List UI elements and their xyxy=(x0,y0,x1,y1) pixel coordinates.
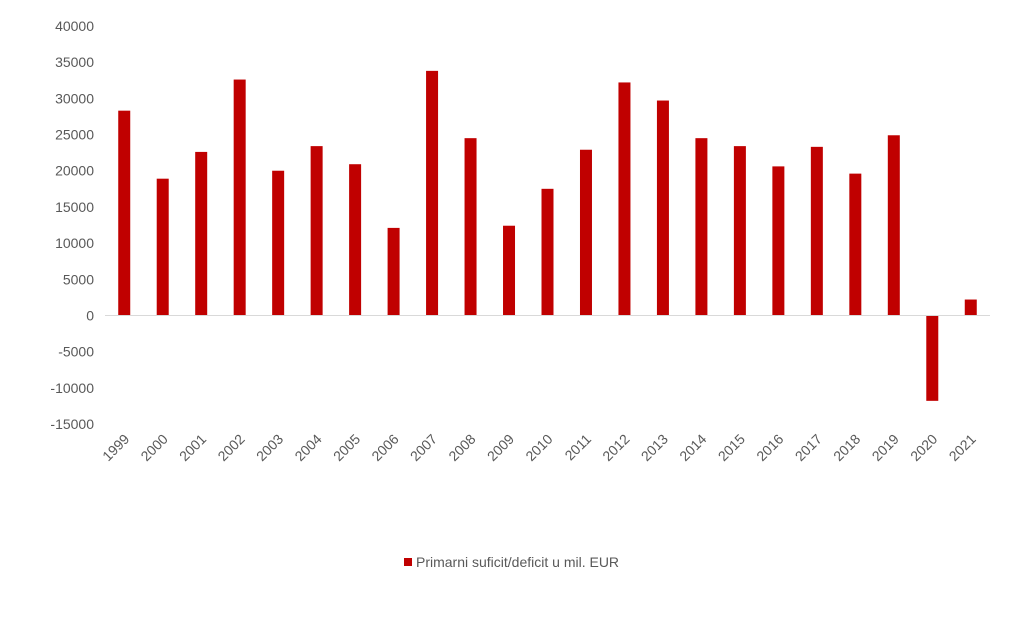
bar-2015 xyxy=(733,146,746,316)
bar-2006 xyxy=(387,227,400,316)
y-axis-ticks: 40000 35000 30000 25000 20000 15000 10000 5000 0… xyxy=(50,18,94,432)
bar-2001 xyxy=(195,151,208,316)
x-tick-label: 2016 xyxy=(753,431,786,464)
x-axis-ticks: 1999 2000 2001 2002 2003 2004 2005 2006 2007 2008… xyxy=(99,431,979,464)
x-tick-label: 2006 xyxy=(368,431,401,464)
x-tick-label: 2009 xyxy=(484,431,517,464)
y-tick-label: 20000 xyxy=(55,163,94,179)
x-tick-label: 2018 xyxy=(830,431,863,464)
bar-2017 xyxy=(810,146,823,316)
y-tick-label: 30000 xyxy=(55,90,94,106)
bar-2021 xyxy=(964,299,977,316)
y-tick-label: -15000 xyxy=(50,416,94,432)
bar-2008 xyxy=(464,138,477,316)
bar-2000 xyxy=(156,178,169,316)
bar-2004 xyxy=(310,146,323,316)
x-tick-label: 2015 xyxy=(715,431,748,464)
bar-2003 xyxy=(272,170,285,316)
bar-2016 xyxy=(772,166,785,316)
x-tick-label: 2001 xyxy=(176,431,209,464)
legend-swatch xyxy=(404,558,412,566)
x-tick-label: 2011 xyxy=(561,431,594,464)
y-tick-label: 35000 xyxy=(55,54,94,70)
bar-2011 xyxy=(579,149,592,316)
x-tick-label: 2000 xyxy=(137,431,170,464)
bar-2012 xyxy=(618,82,631,316)
bars xyxy=(118,70,977,401)
bar-2009 xyxy=(503,225,516,316)
legend-label: Primarni suficit/deficit u mil. EUR xyxy=(416,554,619,570)
bar-2018 xyxy=(849,173,862,316)
x-tick-label: 2005 xyxy=(330,431,363,464)
y-tick-label: -10000 xyxy=(50,380,94,396)
legend: Primarni suficit/deficit u mil. EUR xyxy=(404,554,619,570)
x-tick-label: 2017 xyxy=(792,431,825,464)
y-tick-label: -5000 xyxy=(58,344,94,360)
bar-1999 xyxy=(118,110,131,316)
x-tick-label: 2008 xyxy=(445,431,478,464)
x-tick-label: 2007 xyxy=(407,431,440,464)
x-tick-label: 2014 xyxy=(676,431,709,464)
x-tick-label: 2010 xyxy=(522,431,555,464)
bar-2005 xyxy=(349,164,362,316)
x-tick-label: 2021 xyxy=(946,431,979,464)
x-tick-label: 2019 xyxy=(869,431,902,464)
y-tick-label: 25000 xyxy=(55,127,94,143)
y-tick-label: 15000 xyxy=(55,199,94,215)
bar-2007 xyxy=(426,70,439,316)
bar-2019 xyxy=(887,135,900,316)
x-tick-label: 2003 xyxy=(253,431,286,464)
x-tick-label: 2020 xyxy=(907,431,940,464)
bar-2002 xyxy=(233,79,246,316)
x-tick-label: 2012 xyxy=(599,431,632,464)
y-tick-label: 5000 xyxy=(63,271,94,287)
bar-2014 xyxy=(695,138,708,316)
x-tick-label: 2004 xyxy=(291,431,324,464)
y-tick-label: 0 xyxy=(86,307,94,323)
bar-2020 xyxy=(926,315,939,401)
bar-2010 xyxy=(541,188,554,316)
x-tick-label: 2002 xyxy=(214,431,247,464)
bar-2013 xyxy=(656,100,669,316)
y-tick-label: 10000 xyxy=(55,235,94,251)
x-tick-label: 2013 xyxy=(638,431,671,464)
x-tick-label: 1999 xyxy=(99,431,132,464)
y-tick-label: 40000 xyxy=(55,18,94,34)
